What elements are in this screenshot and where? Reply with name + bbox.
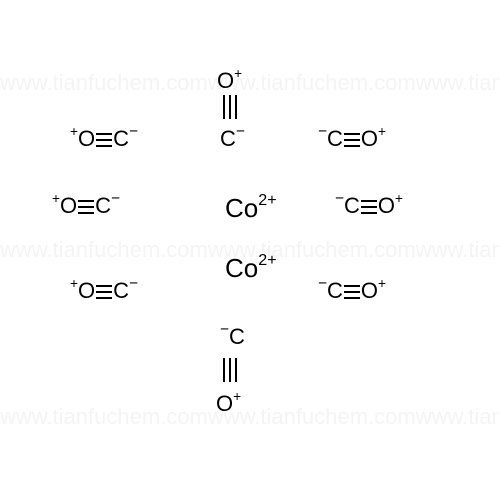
triple-bond xyxy=(223,358,237,382)
watermark-text: www.tianfuchem.com xyxy=(416,237,500,263)
triple-bond xyxy=(96,133,112,147)
triple-bond xyxy=(344,285,360,299)
carbon-anion: −C xyxy=(220,326,245,348)
triple-bond xyxy=(344,133,360,147)
watermark-text: www.tianfuchem.com xyxy=(416,404,500,430)
watermark: www.tianfuchem.com www.tianfuchem.com ww… xyxy=(0,0,500,500)
carbonyl-ligand-left: +OC− xyxy=(70,280,138,302)
oxygen-cation: O+ xyxy=(216,393,241,415)
triple-bond xyxy=(223,95,237,119)
watermark-text: www.tianfuchem.com xyxy=(0,70,208,96)
cobalt-atom: Co2+ xyxy=(225,195,277,221)
watermark-text: www.tianfuchem.com xyxy=(0,237,208,263)
carbonyl-ligand-right: −CO+ xyxy=(335,195,403,217)
carbon-anion: C− xyxy=(220,128,245,150)
carbonyl-ligand-right: −CO+ xyxy=(318,280,386,302)
triple-bond xyxy=(96,285,112,299)
watermark-text: www.tianfuchem.com xyxy=(416,70,500,96)
triple-bond xyxy=(78,200,94,214)
watermark-text: www.tianfuchem.com xyxy=(0,404,208,430)
triple-bond xyxy=(361,200,377,214)
carbonyl-ligand-left: +OC− xyxy=(52,195,120,217)
chemical-structure-diagram: www.tianfuchem.com www.tianfuchem.com ww… xyxy=(0,0,500,500)
cobalt-atom: Co2+ xyxy=(225,255,277,281)
carbonyl-ligand-left: +OC− xyxy=(70,128,138,150)
oxygen-cation: O+ xyxy=(217,70,242,92)
carbonyl-ligand-right: −CO+ xyxy=(318,128,386,150)
